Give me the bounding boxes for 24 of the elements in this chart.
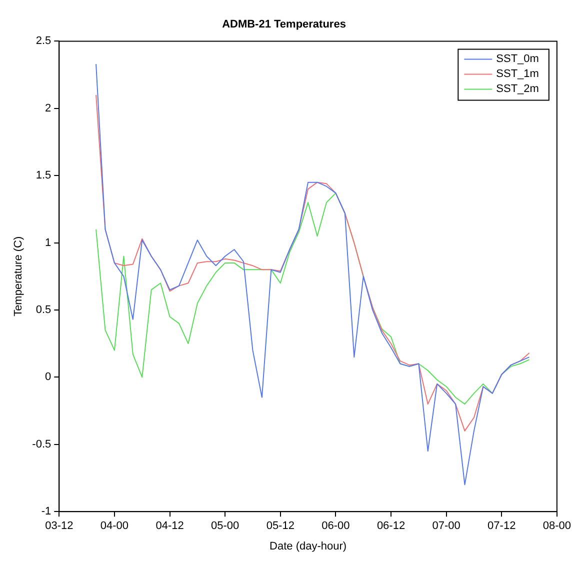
- y-tick-label: 1.5: [36, 170, 52, 182]
- x-tick-label: 06-12: [376, 520, 406, 532]
- legend-label: SST_1m: [496, 68, 539, 80]
- y-tick-label: 0: [45, 371, 52, 384]
- x-tick-label: 07-12: [488, 520, 516, 532]
- chart-title: ADMB-21 Temperatures: [222, 18, 346, 31]
- y-tick-label: -0.5: [32, 438, 52, 450]
- x-tick-label: 07-00: [432, 520, 460, 532]
- x-tick-label: 06-00: [322, 520, 350, 532]
- y-tick-label: 2: [45, 102, 52, 114]
- x-tick-label: 05-12: [266, 520, 294, 532]
- x-tick-label: 08-00: [542, 520, 572, 532]
- y-tick-label: -1: [41, 506, 52, 518]
- y-tick-label: 1: [45, 236, 52, 249]
- y-tick-label: 0.5: [36, 304, 52, 316]
- x-tick-label: 04-12: [156, 520, 184, 532]
- legend-label: SST_2m: [496, 83, 539, 96]
- y-tick-label: 2.5: [36, 35, 52, 48]
- y-axis-title: Temperature (C): [12, 236, 25, 316]
- x-tick-label: 03-12: [45, 520, 74, 532]
- x-tick-label: 04-00: [100, 520, 129, 532]
- x-tick-label: 05-00: [211, 520, 240, 532]
- x-axis-title: Date (day-hour): [270, 540, 347, 552]
- legend-label: SST_0m: [496, 53, 539, 66]
